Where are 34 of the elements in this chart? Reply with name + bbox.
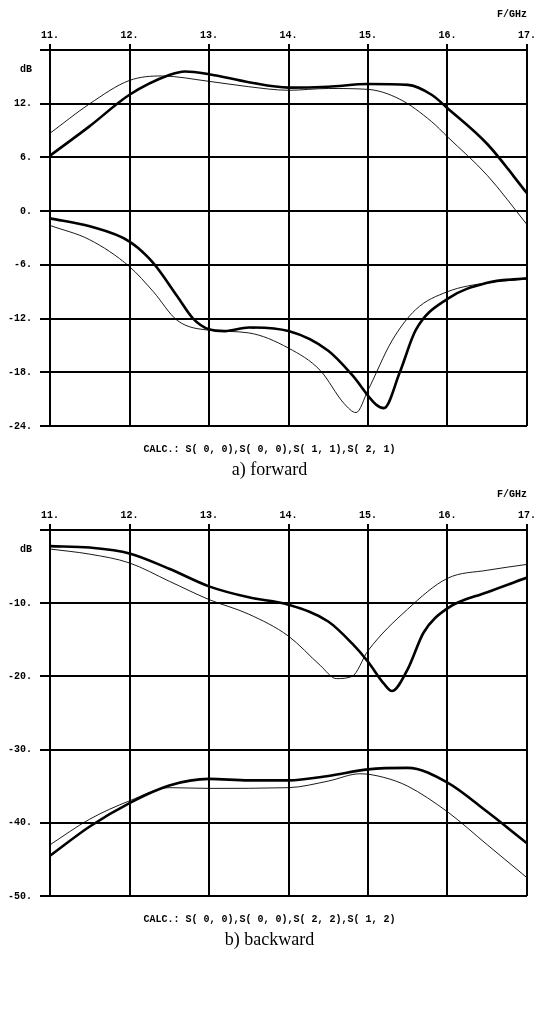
y-tick-label: -30. xyxy=(7,744,32,756)
y-tick-label: -20. xyxy=(7,670,32,682)
x-tick-label: 12. xyxy=(120,29,139,41)
y-tick-label: -40. xyxy=(7,817,32,829)
y-tick-label: 0. xyxy=(19,205,32,217)
text: CALC.: S( 0, 0),S( 0, 0),S( 1, 1),S( 2, 1) xyxy=(142,444,397,455)
x-tick-label: 15. xyxy=(358,29,378,41)
x-tick-label: 14. xyxy=(279,29,298,41)
y-tick-label: -10. xyxy=(7,597,32,609)
y-tick-label: -18. xyxy=(7,366,32,378)
x-tick-label: 13. xyxy=(199,29,219,41)
y-tick-label: 12. xyxy=(13,98,32,110)
y-tick-label: -6. xyxy=(13,259,32,271)
x-tick-label: 15. xyxy=(358,509,378,521)
x-tick-label: 11. xyxy=(41,29,60,41)
x-axis-title: F/GHz xyxy=(496,8,527,20)
text: b) backward xyxy=(223,929,316,950)
x-tick-label: 12. xyxy=(120,509,139,521)
x-tick-label: 17. xyxy=(517,509,537,521)
x-axis-title: F/GHz xyxy=(496,488,527,500)
y-axis-title: dB xyxy=(19,64,33,75)
y-tick-label: -12. xyxy=(7,313,32,325)
y-tick-label: -50. xyxy=(7,890,32,902)
x-tick-label: 16. xyxy=(438,509,457,521)
y-axis-title: dB xyxy=(19,544,33,555)
y-tick-label: -24. xyxy=(7,420,32,432)
y-tick-label: 6. xyxy=(19,151,32,163)
x-tick-label: 14. xyxy=(279,509,298,521)
x-tick-label: 11. xyxy=(41,509,60,521)
x-tick-label: 16. xyxy=(438,29,457,41)
text: CALC.: S( 0, 0),S( 0, 0),S( 2, 2),S( 1, 2) xyxy=(142,914,397,925)
x-tick-label: 17. xyxy=(517,29,537,41)
text: a) forward xyxy=(230,459,309,480)
x-tick-label: 13. xyxy=(199,509,219,521)
